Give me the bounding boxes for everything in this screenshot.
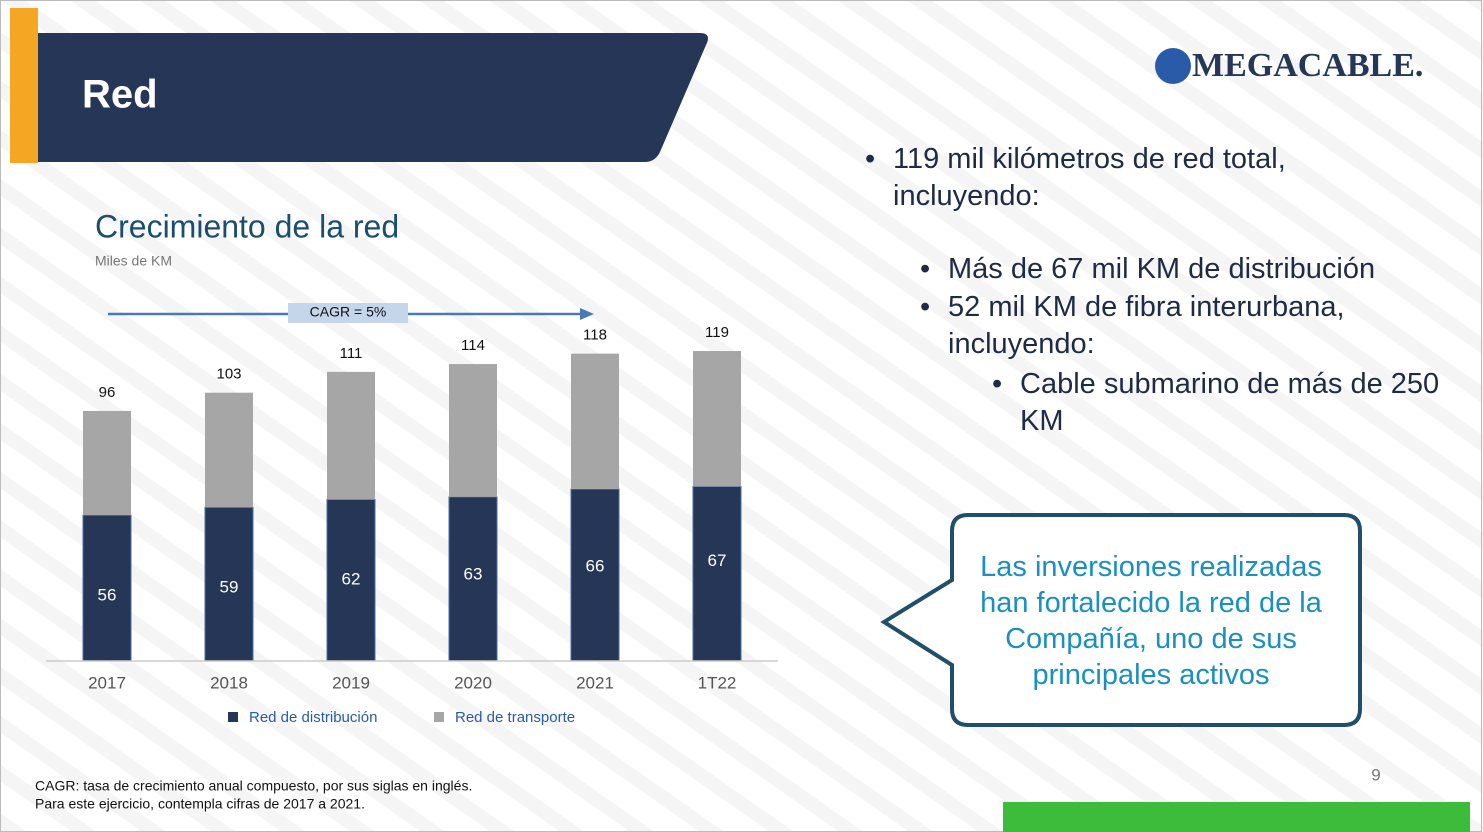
bar-segment [692,485,742,662]
annotation: CAGR = 5% [310,304,387,320]
total-label: 111 [340,345,363,362]
total-label: 114 [461,337,485,354]
value-label: 62 [342,570,361,589]
x-tick-label: 2018 [210,673,248,692]
header-title: Red [82,73,158,117]
bar-segment [83,410,131,516]
bar-segment [571,353,619,490]
x-tick-label: 1T22 [698,673,737,692]
bullet: Más de 67 mil KM de distribución [920,251,1448,288]
bar-segment [204,506,254,662]
x-tick-label: 2017 [88,673,126,692]
value-label: 67 [708,551,727,570]
x-tick-label: 2021 [576,673,614,692]
bar-segment [570,488,620,662]
chart-title: Crecimiento de la red [95,208,399,244]
bar-segment [327,371,375,500]
value-label: 59 [220,578,239,597]
logo-icon [1155,48,1191,84]
total-label: 103 [216,366,241,383]
legend-swatch [228,712,238,722]
bar-segment [448,496,498,662]
footer-bar [1003,802,1470,832]
bullet: 52 mil KM de fibra interurbana, incluyen… [920,289,1408,363]
legend-label: Red de transporte [455,709,575,726]
header-band [38,33,708,162]
callout-box [880,513,1362,727]
chart-subtitle: Miles de KM [95,253,172,269]
legend-swatch [434,712,444,722]
annotation-box [288,303,408,323]
footnote: CAGR: tasa de crecimiento anual compuest… [35,778,472,794]
x-tick-label: 2020 [454,673,492,692]
bar-segment [449,364,497,497]
bullet: Cable submarino de más de 250 KM [992,366,1440,440]
logo: MEGACABLE. [1192,47,1423,84]
total-label: 118 [583,327,607,344]
value-label: 66 [586,557,605,576]
value-label: 63 [464,564,483,583]
legend-label: Red de distribución [249,709,377,726]
footnote: Para este ejercicio, contempla cifras de… [35,796,365,812]
total-label: 119 [705,324,729,341]
bar-segment [205,392,253,508]
bullet: 119 mil kilómetros de red total, incluye… [865,141,1393,215]
page-number: 9 [1371,765,1380,784]
bar-segment [82,514,132,662]
bar-segment [693,351,741,487]
callout-text: Las inversiones realizadas han fortaleci… [980,551,1322,691]
bar-segment [326,499,376,662]
total-label: 96 [99,384,116,401]
accent-bar [10,8,38,163]
arrow-head [580,308,594,320]
value-label: 56 [98,586,117,605]
x-tick-label: 2019 [332,673,370,692]
